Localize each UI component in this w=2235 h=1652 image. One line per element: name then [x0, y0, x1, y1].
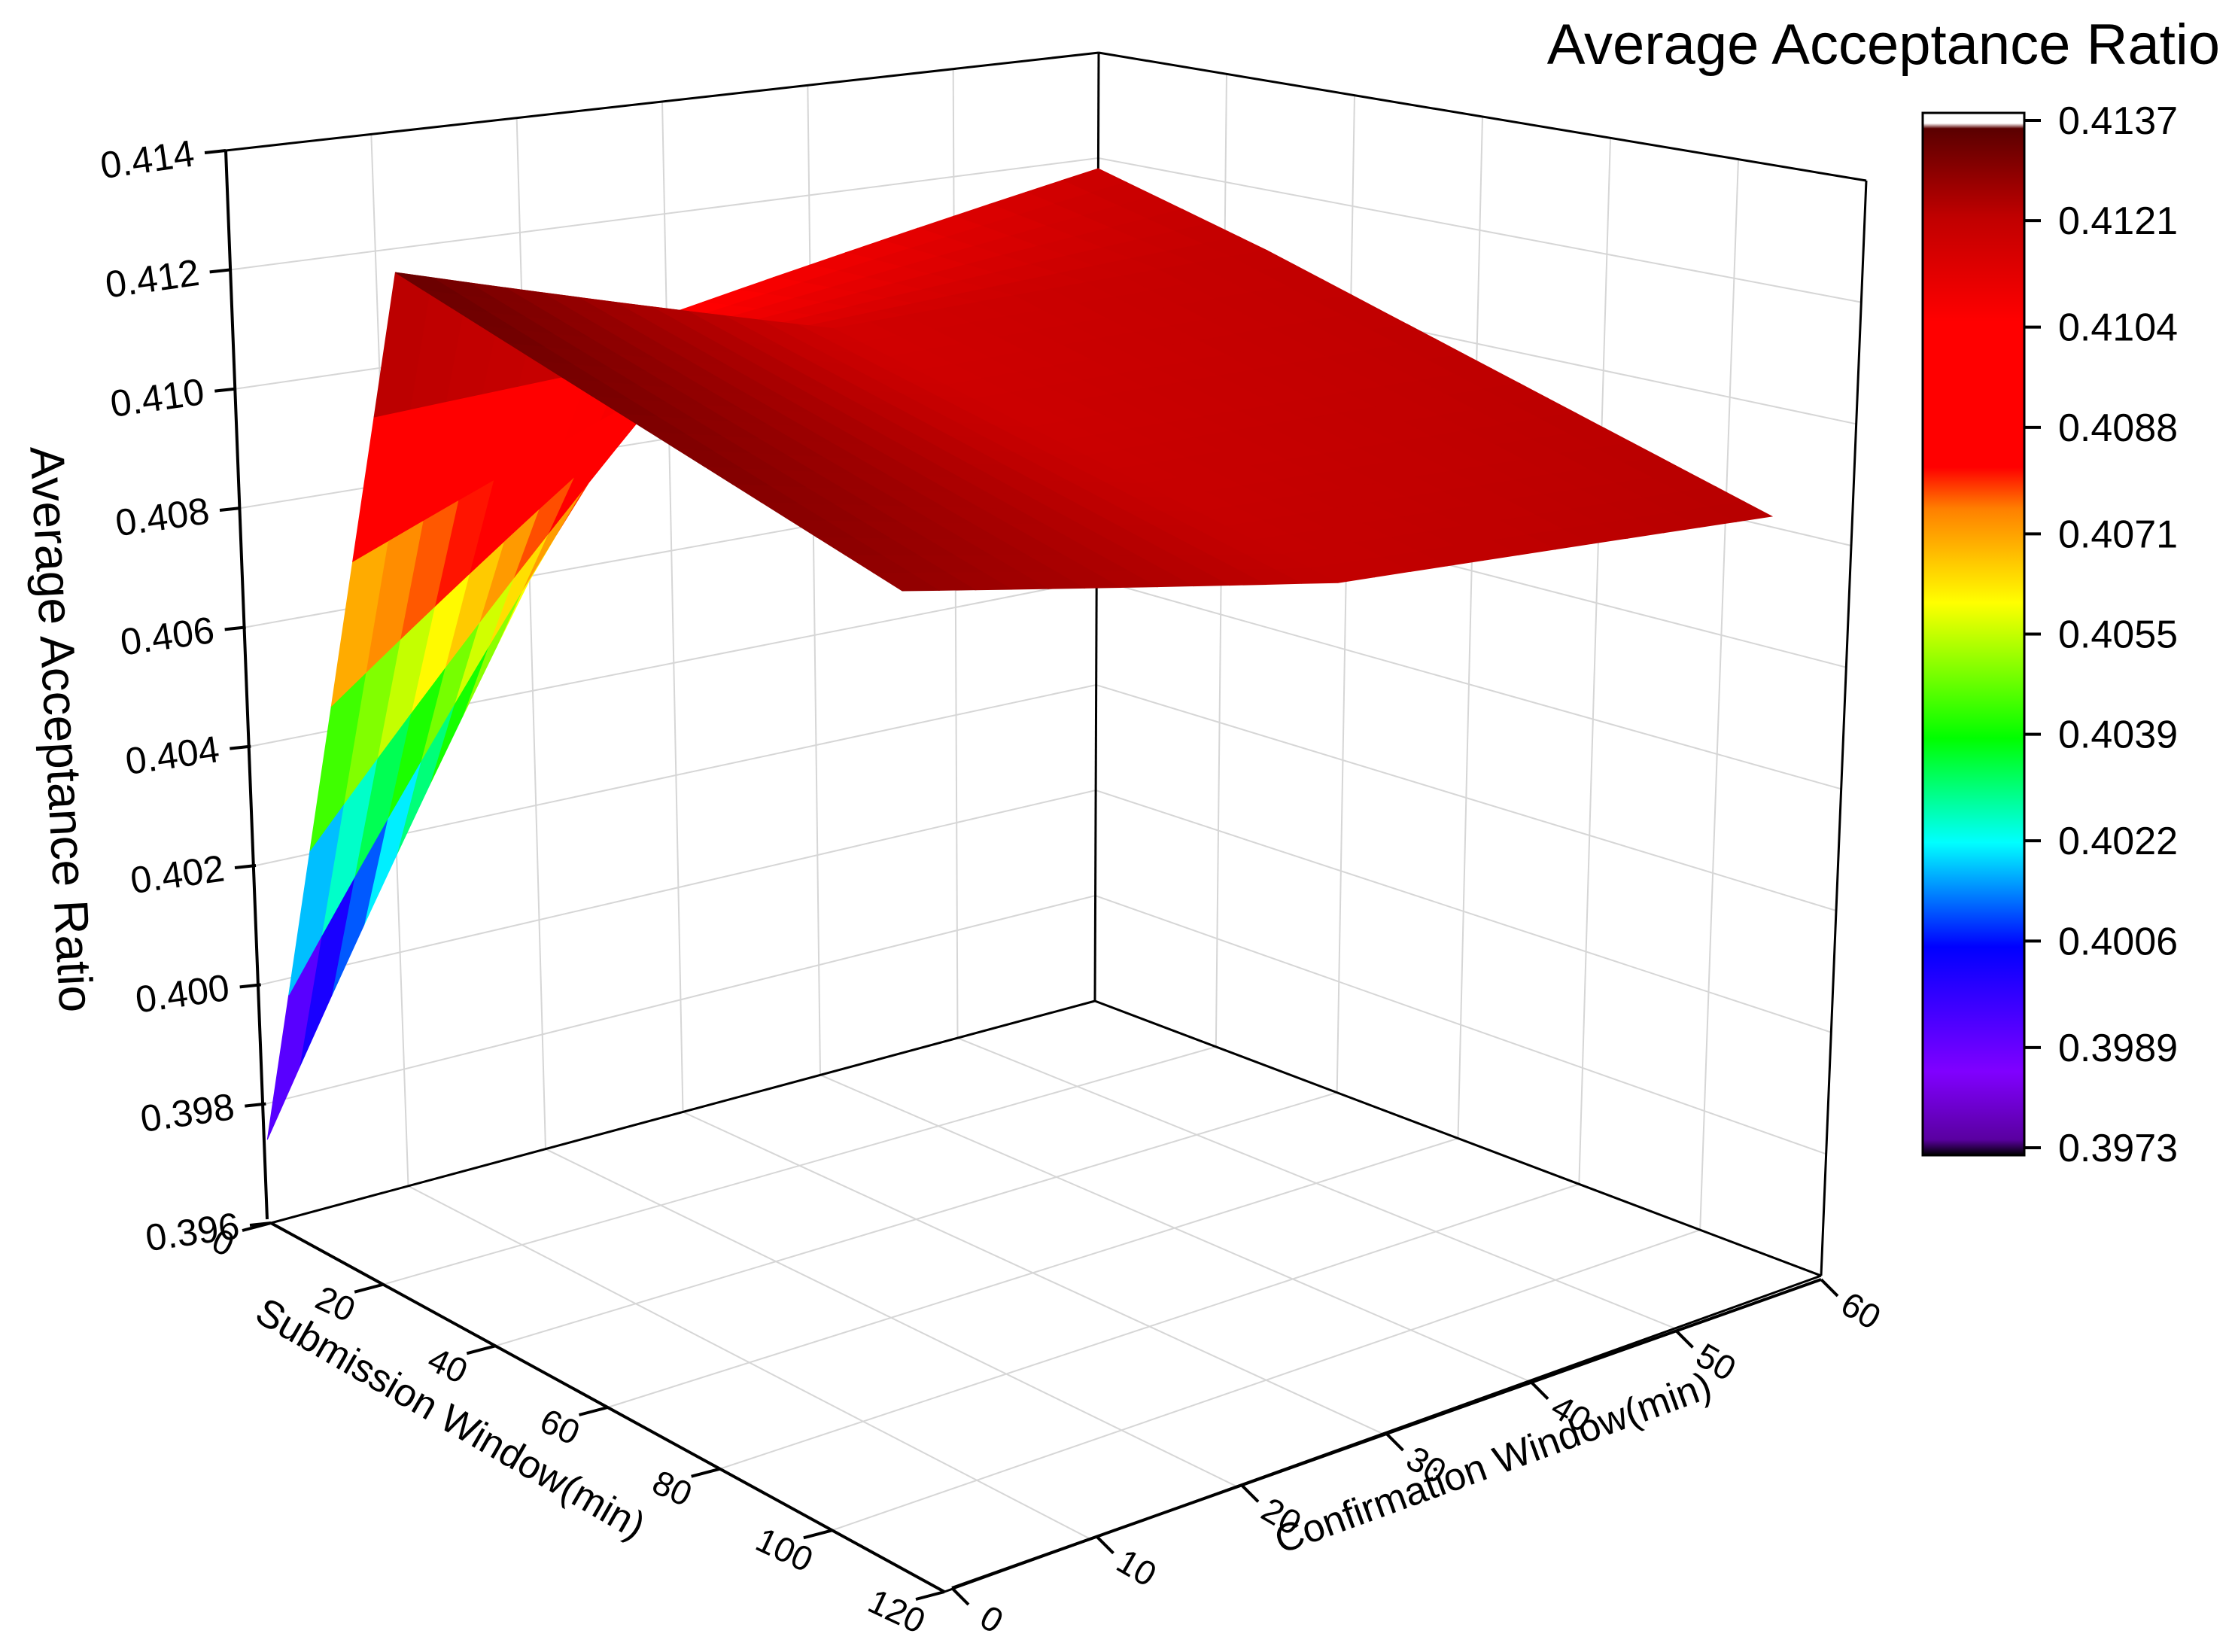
- wall-gridline: [807, 85, 821, 1075]
- colorbar-title: Average Acceptance Ratio: [1547, 13, 2220, 77]
- x-tick-label: 100: [750, 1520, 820, 1580]
- colorbar: Average Acceptance Ratio 0.41370.41210.4…: [1547, 13, 2220, 1170]
- z-tick-label: 0.412: [102, 251, 202, 306]
- x-tick-label: 80: [646, 1462, 698, 1514]
- frame-edge: [1098, 51, 1867, 182]
- y-tick-label: 10: [1110, 1541, 1163, 1595]
- x-tick-mark: [803, 1529, 833, 1540]
- frame-edge: [1094, 999, 1822, 1277]
- z-tick-label: 0.400: [132, 966, 232, 1021]
- z-tick-mark: [214, 387, 236, 393]
- colorbar-ticks: 0.4137 0.4121 0.4104 0.4088 0.4071 0.4055 0.40…: [2024, 99, 2178, 1170]
- z-tick-mark: [204, 149, 227, 154]
- colorbar-tick-label: 0.4039: [2058, 713, 2178, 757]
- x-tick-mark: [691, 1467, 721, 1478]
- floor-gridline: [832, 1229, 1701, 1532]
- x-tick-mark: [354, 1282, 384, 1294]
- colorbar-gradient: [1921, 111, 2026, 1157]
- wall-gridline: [1336, 95, 1355, 1093]
- y-tick-mark: [1240, 1483, 1260, 1503]
- surface-patch: [872, 572, 941, 592]
- wall-gridline: [661, 101, 684, 1112]
- z-tick-mark: [219, 507, 242, 512]
- floor-gridline: [957, 1037, 1676, 1329]
- x-tick-mark: [578, 1406, 609, 1416]
- x-tick-label: 60: [534, 1401, 585, 1453]
- z-tick-label: 0.414: [98, 132, 197, 187]
- y-tick-mark: [1096, 1535, 1114, 1555]
- colorbar-tick-label: 0.4055: [2058, 613, 2178, 657]
- colorbar-tick-label: 0.4022: [2058, 820, 2178, 863]
- x-axis-label: Submission Window(min): [248, 1290, 652, 1549]
- z-tick-label: 0.410: [108, 370, 207, 425]
- frame-edge: [1820, 180, 1868, 1276]
- z-tick-mark: [234, 864, 257, 869]
- z-tick-label: 0.404: [123, 728, 222, 783]
- frame-edge: [225, 51, 1099, 152]
- z-tick-mark: [245, 1102, 266, 1108]
- y-tick-mark: [950, 1587, 970, 1606]
- z-tick-mark: [224, 625, 246, 631]
- z-tick-label: 0.406: [117, 609, 217, 664]
- y-tick-mark: [1820, 1278, 1839, 1298]
- z-tick-label: 0.402: [128, 847, 227, 902]
- colorbar-tick-label: 0.4071: [2058, 513, 2178, 556]
- colorbar-tick-label: 0.3989: [2058, 1027, 2178, 1070]
- z-tick-mark: [230, 744, 251, 750]
- surface-plot: [266, 168, 1774, 1140]
- x-tick-mark: [466, 1344, 496, 1355]
- floor-gridline: [719, 1183, 1580, 1470]
- z-axis-line: [224, 150, 269, 1220]
- y-tick-mark: [1530, 1381, 1549, 1401]
- colorbar-tick-label: 0.4088: [2058, 406, 2178, 450]
- z-tick-label: 0.408: [113, 489, 212, 544]
- y-tick-mark: [1675, 1329, 1694, 1349]
- z-tick-mark: [239, 983, 261, 989]
- z-tick-mark: [209, 268, 231, 274]
- y-tick-mark: [1385, 1432, 1404, 1452]
- y-tick-label: 0: [974, 1597, 1010, 1641]
- colorbar-tick-label: 0.4121: [2058, 199, 2178, 243]
- x-tick-mark: [242, 1222, 272, 1232]
- wall-gridline: [1457, 116, 1483, 1139]
- frame-edge: [270, 999, 1096, 1225]
- x-tick-label: 120: [862, 1581, 932, 1641]
- wall-gridline: [1578, 138, 1611, 1185]
- z-axis-label: Average Acceptance Ratio: [20, 445, 103, 1014]
- colorbar-tick-label: 0.3973: [2058, 1127, 2178, 1170]
- y-tick-label: 60: [1835, 1284, 1887, 1337]
- z-tick-label: 0.398: [138, 1085, 237, 1140]
- colorbar-tick-label: 0.4137: [2058, 99, 2178, 143]
- x-tick-mark: [915, 1590, 945, 1601]
- colorbar-tick-label: 0.4006: [2058, 920, 2178, 963]
- wall-gridline: [1699, 159, 1739, 1231]
- colorbar-tick-label: 0.4104: [2058, 306, 2178, 350]
